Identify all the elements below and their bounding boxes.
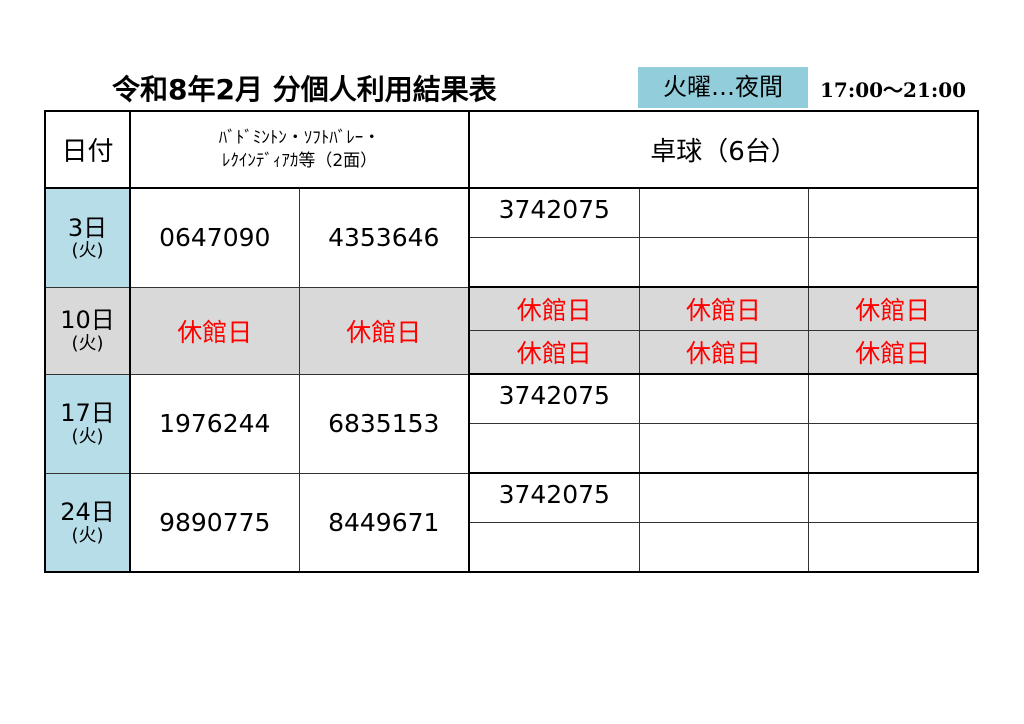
day-period-badge: 火曜…夜間 <box>638 67 808 108</box>
tabletennis-cell: 3742075 <box>468 187 640 238</box>
header-tabletennis: 卓球（6台） <box>468 110 979 189</box>
date-cell: 3日 (火) <box>44 187 131 288</box>
tabletennis-cell <box>807 373 979 424</box>
table-row: 3日 (火) 0647090 4353646 3742075 <box>44 187 979 288</box>
closed-cell: 休館日 <box>298 286 470 375</box>
tabletennis-cell <box>807 237 979 288</box>
table-subrow <box>45 423 979 474</box>
closed-cell: 休館日 <box>129 286 300 375</box>
badminton-number-2: 8449671 <box>298 472 470 573</box>
date-cell: 17日 (火) <box>44 373 131 474</box>
header-row: 日付 ﾊﾞﾄﾞﾐﾝﾄﾝ・ｿﾌﾄﾊﾞﾚｰ・ ﾚｸｲﾝﾃﾞｨｱｶ等（2面） 卓球（6台… <box>44 110 979 189</box>
tabletennis-cell <box>468 522 640 573</box>
date: 3日 <box>67 213 108 242</box>
page-title: 令和8年2月 分個人利用結果表 <box>112 73 497 106</box>
tabletennis-cell <box>468 237 640 288</box>
tabletennis-cell <box>638 423 809 474</box>
tabletennis-cell <box>638 522 809 573</box>
closed-cell: 休館日 <box>807 330 979 375</box>
tabletennis-cell <box>807 187 979 238</box>
table-subrow: 休館日 休館日 休館日 <box>45 330 979 375</box>
tabletennis-cell <box>807 423 979 474</box>
date-cell: 24日 (火) <box>44 472 131 573</box>
badminton-number-1: 9890775 <box>129 472 300 573</box>
badminton-number-2: 6835153 <box>298 373 470 474</box>
results-table: 日付 ﾊﾞﾄﾞﾐﾝﾄﾝ・ｿﾌﾄﾊﾞﾚｰ・ ﾚｸｲﾝﾃﾞｨｱｶ等（2面） 卓球（6台… <box>44 110 979 573</box>
closed-cell: 休館日 <box>638 286 809 331</box>
day-of-week: (火) <box>71 240 104 262</box>
tabletennis-cell <box>807 472 979 523</box>
closed-cell: 休館日 <box>468 330 640 375</box>
day-of-week: (火) <box>71 425 104 447</box>
tabletennis-cell: 3742075 <box>468 373 640 424</box>
badminton-number-1: 0647090 <box>129 187 300 288</box>
badminton-number-1: 1976244 <box>129 373 300 474</box>
date: 10日 <box>60 306 115 335</box>
tabletennis-cell <box>638 187 809 238</box>
table-row: 17日 (火) 1976244 6835153 3742075 <box>44 373 979 474</box>
tabletennis-cell <box>638 373 809 424</box>
table-row: 10日 (火) 休館日 休館日 休館日 休館日 休館日 <box>44 286 979 375</box>
table-subrow <box>45 522 979 573</box>
badminton-number-2: 4353646 <box>298 187 470 288</box>
closed-cell: 休館日 <box>807 286 979 331</box>
table-subrow <box>45 237 979 288</box>
tabletennis-cell <box>807 522 979 573</box>
table-row: 24日 (火) 9890775 8449671 3742075 <box>44 472 979 573</box>
date-cell: 10日 (火) <box>44 286 131 375</box>
header-badminton: ﾊﾞﾄﾞﾐﾝﾄﾝ・ｿﾌﾄﾊﾞﾚｰ・ ﾚｸｲﾝﾃﾞｨｱｶ等（2面） <box>129 110 470 189</box>
closed-cell: 休館日 <box>638 330 809 375</box>
tabletennis-cell <box>468 423 640 474</box>
header-badminton-line1: ﾊﾞﾄﾞﾐﾝﾄﾝ・ｿﾌﾄﾊﾞﾚｰ・ <box>218 127 381 148</box>
header-date: 日付 <box>44 110 131 189</box>
date: 24日 <box>60 498 115 527</box>
day-of-week: (火) <box>71 332 104 354</box>
tabletennis-cell: 3742075 <box>468 472 640 523</box>
header-badminton-line2: ﾚｸｲﾝﾃﾞｨｱｶ等（2面） <box>221 150 378 171</box>
date: 17日 <box>60 399 115 428</box>
tabletennis-cell <box>638 237 809 288</box>
time-range: 17:00～21:00 <box>820 78 967 102</box>
tabletennis-cell <box>638 472 809 523</box>
day-of-week: (火) <box>71 524 104 546</box>
closed-cell: 休館日 <box>468 286 640 331</box>
